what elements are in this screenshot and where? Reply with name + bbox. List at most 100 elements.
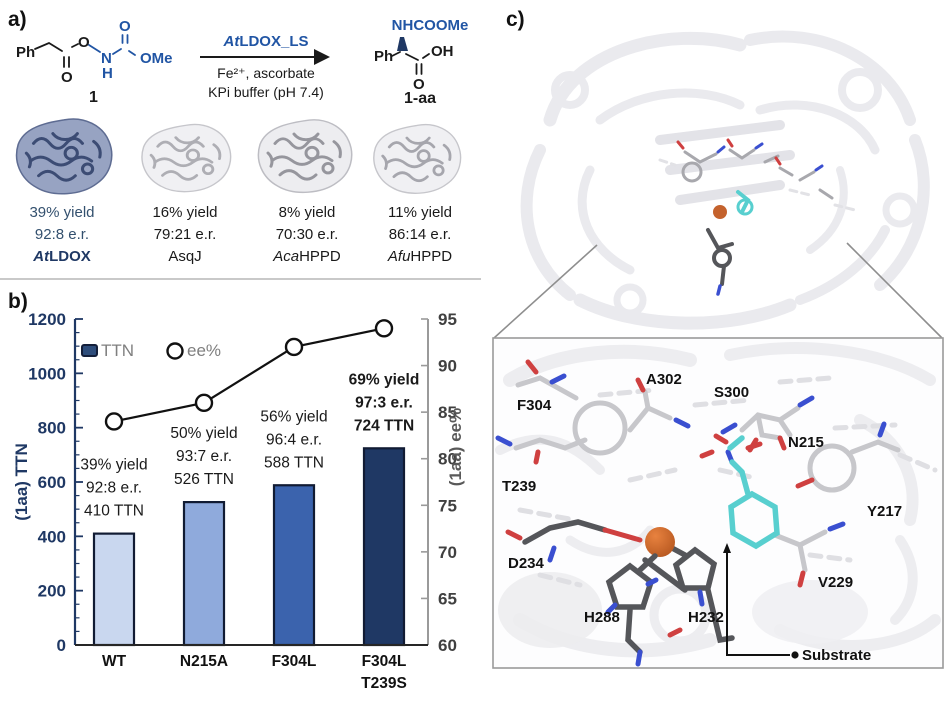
enzyme-structure-thumbnails — [16, 119, 461, 194]
product-number: 1-aa — [404, 90, 436, 107]
ee-marker-0 — [104, 412, 124, 431]
ee-line — [113, 327, 385, 423]
right-axis-tick-label: 60 — [438, 636, 457, 655]
residue-label-t239: T239 — [502, 478, 536, 495]
condition-line-2: KPi buffer (pH 7.4) — [208, 84, 324, 100]
substrate-structure: Ph O O N H O OMe 1 — [16, 18, 173, 106]
atom-o-carbonyl: O — [61, 69, 73, 86]
enzyme-name: AcaHPPD — [273, 248, 341, 265]
er-value: 79:21 e.r. — [153, 226, 217, 243]
residue-label-d234: D234 — [508, 555, 545, 572]
atom-o-carbamate: O — [119, 18, 131, 35]
left-axis-tick-label: 0 — [57, 636, 66, 655]
enzyme-result-acahppd: 8% yield 70:30 e.r. AcaHPPD — [247, 202, 367, 268]
atom-n: N — [101, 50, 112, 67]
x-tick-label: F304L — [272, 653, 317, 670]
right-axis-tick-label: 90 — [438, 357, 457, 376]
ttn-ee-chart: 0 200 400 600 800 1000 1200 60 65 70 75 80 85 90 95 39%… — [0, 285, 475, 697]
left-axis-tick-label: 600 — [38, 473, 66, 492]
product-structure: NHCOOMe Ph OH O 1-aa — [374, 17, 468, 107]
enzyme-name: AsqJ — [168, 248, 202, 265]
x-tick-label: WT — [102, 653, 127, 670]
left-axis-tick-label: 400 — [38, 527, 66, 546]
condition-line-1: Fe²⁺, ascorbate — [217, 65, 315, 81]
legend-ee-label: ee% — [187, 341, 221, 360]
overview-active-site — [658, 138, 857, 296]
substrate-pointer-arrow — [723, 543, 799, 659]
legend-ttn-label: TTN — [101, 341, 134, 360]
ee-marker-1 — [194, 393, 214, 413]
atom-oh: OH — [431, 43, 454, 60]
bar-annotation: 93:7 e.r. — [176, 448, 232, 465]
left-axis-tick-label: 800 — [38, 419, 66, 438]
atom-ome: OMe — [140, 50, 173, 67]
bar-annotation: 410 TTN — [84, 503, 144, 520]
protein-thumbnail-atldox — [16, 119, 112, 194]
legend-ee-marker — [166, 342, 184, 360]
enzyme-result-asqj: 16% yield 79:21 e.r. AsqJ — [125, 202, 245, 268]
substrate-number: 1 — [89, 89, 98, 106]
residue-label-h232: H232 — [688, 609, 724, 626]
atom-ph: Ph — [16, 44, 35, 61]
residue-label-v229: V229 — [818, 574, 853, 591]
panel-a-label: a) — [8, 8, 27, 31]
panel-b-label: b) — [8, 290, 28, 313]
reaction-scheme: Ph O O N H O OMe 1 AtLDOX_LS Fe²⁺, ascor… — [16, 17, 468, 107]
enzyme-result-atldox: 39% yield 92:8 e.r. AtLDOX — [2, 202, 122, 268]
substrate-sticks — [727, 435, 780, 550]
bar-annotation: 92:8 e.r. — [86, 480, 142, 497]
protein-thumbnail-acahppd — [258, 119, 352, 193]
x-tick-label: F304L — [362, 653, 407, 670]
yield-value: 16% yield — [152, 204, 218, 221]
ttn-bar-2 — [272, 484, 316, 647]
enzyme-result-afuhppd: 11% yield 86:14 e.r. AfuHPPD — [360, 202, 480, 268]
right-axis-tick-label: 65 — [438, 589, 457, 608]
residue-sticks-gray — [513, 375, 901, 573]
panel-divider — [0, 278, 481, 280]
yield-value: 11% yield — [388, 204, 452, 221]
residue-label-n215: N215 — [788, 434, 824, 451]
bar-annotation: 56% yield — [260, 408, 327, 425]
x-tick-label: N215A — [180, 653, 228, 670]
atom-o-ester: O — [78, 34, 90, 51]
protein-structure-panel: F304 A302 S300 N215 T239 Y217 D234 H288 … — [492, 30, 944, 669]
left-axis-tick-label: 200 — [38, 582, 66, 601]
ee-marker-2 — [284, 337, 304, 357]
enzyme-name-label: AtLDOX_LS — [222, 33, 308, 50]
overview-substrate-sticks — [736, 190, 754, 216]
ee-marker-3 — [374, 319, 394, 338]
residue-label-s300: S300 — [714, 384, 749, 401]
bar-annotation: 39% yield — [80, 457, 147, 474]
left-axis-tick-label: 1200 — [28, 310, 66, 329]
overview-fe-atom — [713, 205, 727, 219]
enzyme-name: AfuHPPD — [387, 248, 453, 265]
atom-ph-product: Ph — [374, 48, 393, 65]
residue-label-h288: H288 — [584, 609, 620, 626]
bar-annotation: 97:3 e.r. — [355, 394, 413, 411]
residue-label-f304: F304 — [517, 397, 552, 414]
ttn-bar-0 — [92, 532, 136, 647]
bar-annotation: 588 TTN — [264, 454, 324, 471]
right-axis-tick-label: 75 — [438, 496, 457, 515]
right-axis-tick-label: 70 — [438, 543, 457, 562]
left-axis-title: (1aa) TTN — [12, 443, 31, 520]
er-value: 70:30 e.r. — [275, 226, 339, 243]
yield-value: 8% yield — [278, 204, 336, 221]
right-axis-tick-label: 85 — [438, 403, 457, 422]
ttn-bar-1 — [182, 501, 226, 647]
bar-annotation: 526 TTN — [174, 471, 234, 488]
fe-atom — [645, 527, 675, 557]
protein-thumbnail-afuhppd — [373, 124, 461, 194]
bar-annotation: 69% yield — [349, 371, 420, 388]
right-axis-title: (1aa) ee% — [446, 408, 465, 486]
enzyme-name: AtLDOX — [33, 248, 91, 265]
bar-annotation: 96:4 e.r. — [266, 431, 322, 448]
residue-label-y217: Y217 — [867, 503, 902, 520]
bar-annotation: 50% yield — [170, 425, 237, 442]
reaction-arrow: AtLDOX_LS Fe²⁺, ascorbate KPi buffer (pH… — [200, 33, 330, 100]
er-value: 92:8 e.r. — [34, 226, 90, 243]
zoom-callout-lines — [493, 242, 943, 339]
protein-thumbnail-asqj — [141, 124, 231, 192]
yield-value: 39% yield — [29, 204, 95, 221]
